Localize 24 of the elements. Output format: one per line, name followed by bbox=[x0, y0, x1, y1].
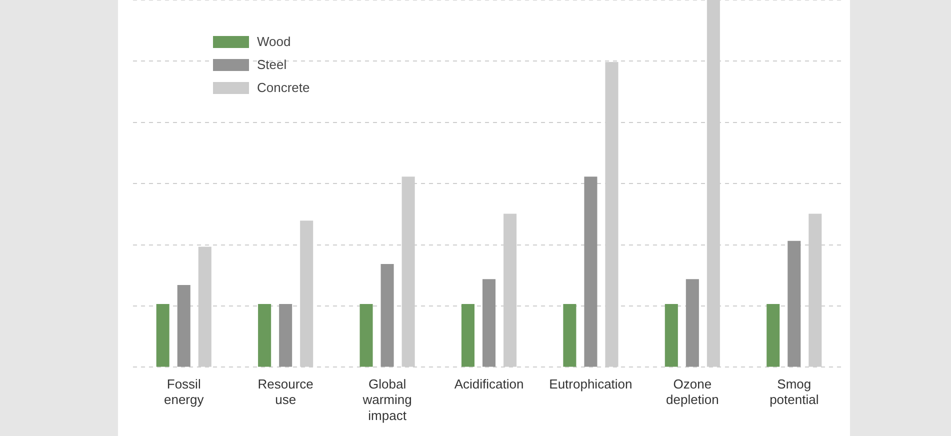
x-tick-label: Global warming impact bbox=[362, 376, 412, 423]
bar bbox=[461, 304, 474, 367]
x-tick-label: Eutrophication bbox=[549, 376, 632, 392]
bar bbox=[482, 279, 496, 367]
bar bbox=[563, 304, 576, 367]
bar bbox=[177, 284, 190, 367]
bar bbox=[360, 304, 373, 367]
bar bbox=[664, 304, 678, 367]
legend-label: Concrete bbox=[257, 80, 310, 95]
x-tick-label: Fossil energy bbox=[164, 376, 204, 408]
x-tick-label: Acidification bbox=[454, 376, 524, 392]
legend-label: Wood bbox=[257, 34, 291, 49]
bar bbox=[584, 176, 598, 367]
bar bbox=[258, 304, 272, 367]
bar bbox=[788, 240, 801, 367]
x-tick-label: Resource use bbox=[258, 376, 314, 408]
x-tick-label: Smog potential bbox=[770, 376, 819, 408]
bar bbox=[279, 304, 292, 367]
bar bbox=[766, 304, 780, 367]
x-tick-label: Ozone depletion bbox=[666, 376, 719, 408]
legend-label: Steel bbox=[257, 57, 287, 72]
bar bbox=[380, 264, 394, 367]
bar bbox=[156, 304, 170, 367]
bar bbox=[686, 279, 699, 367]
